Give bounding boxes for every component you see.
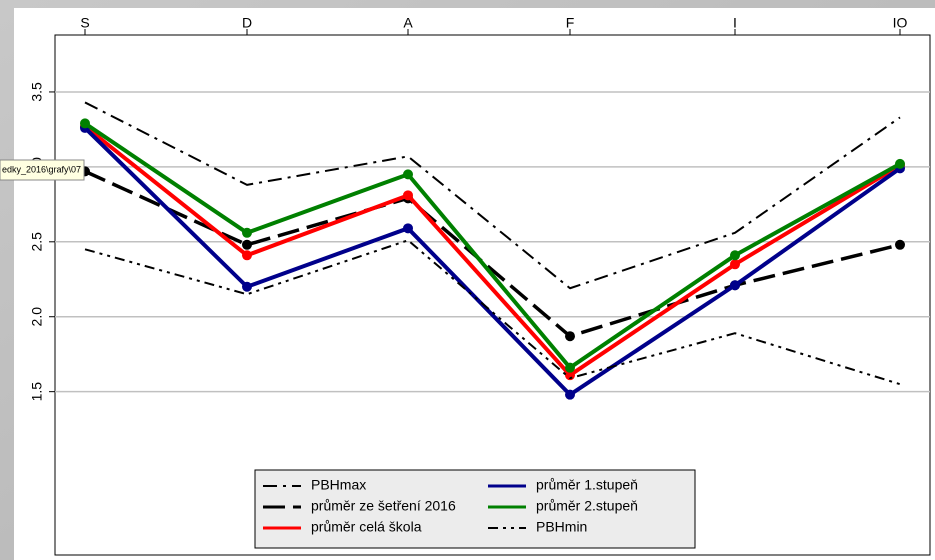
legend-label: průměr 1.stupeň bbox=[536, 477, 638, 493]
point bbox=[565, 370, 575, 381]
point bbox=[730, 280, 740, 291]
point bbox=[895, 239, 905, 250]
point bbox=[730, 259, 740, 270]
series-line bbox=[83, 124, 902, 378]
tooltip-box bbox=[0, 159, 85, 181]
point bbox=[242, 227, 252, 238]
y-tick-label: 2.5 bbox=[29, 232, 45, 252]
plot-area bbox=[54, 34, 931, 556]
legend-label: PBHmin bbox=[536, 519, 587, 535]
x-tick-label: F bbox=[566, 15, 575, 31]
series-line bbox=[83, 121, 901, 370]
point bbox=[242, 250, 252, 261]
point bbox=[403, 190, 413, 201]
x-tick-label: D bbox=[242, 15, 252, 31]
x-tick-label: IO bbox=[893, 15, 908, 31]
point bbox=[565, 362, 575, 373]
point bbox=[895, 158, 905, 169]
point bbox=[565, 389, 575, 400]
legend-label: průměr 2.stupeň bbox=[536, 498, 638, 514]
point bbox=[242, 239, 252, 250]
legend-label: průměr ze šetření 2016 bbox=[311, 498, 456, 514]
series-line bbox=[84, 169, 901, 338]
series-line bbox=[84, 101, 901, 290]
y-tick-label: 1.5 bbox=[29, 382, 45, 402]
legend-label: průměr celá škola bbox=[311, 519, 422, 535]
point bbox=[730, 250, 740, 261]
x-tick-label: S bbox=[80, 15, 89, 31]
point bbox=[403, 223, 413, 234]
legend-label: PBHmax bbox=[311, 477, 366, 493]
y-tick-label: 2.0 bbox=[29, 307, 45, 327]
series-line bbox=[83, 126, 902, 397]
series-line bbox=[84, 239, 901, 386]
point bbox=[403, 169, 413, 180]
point bbox=[80, 118, 90, 129]
point bbox=[242, 281, 252, 292]
x-tick-label: I bbox=[733, 15, 737, 31]
x-tick-label: A bbox=[403, 15, 413, 31]
y-tick-label: 3.5 bbox=[29, 82, 45, 102]
tooltip-text: edky_2016\grafy\07 bbox=[2, 164, 81, 174]
legend-box bbox=[254, 469, 696, 549]
point bbox=[565, 331, 575, 342]
